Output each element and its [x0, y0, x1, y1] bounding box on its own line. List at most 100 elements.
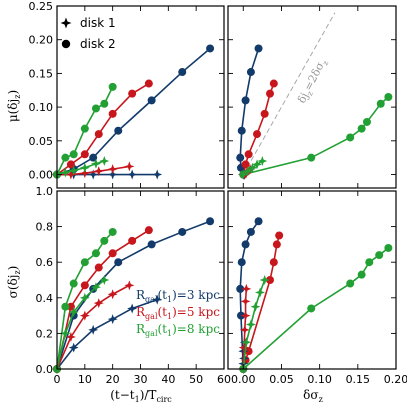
data-point-circle	[384, 93, 393, 101]
data-point-circle	[362, 117, 371, 126]
data-point-circle	[246, 68, 255, 77]
reference-line	[242, 12, 336, 175]
data-point-circle	[237, 258, 246, 267]
series-line-circle	[56, 47, 211, 176]
data-point-circle	[128, 236, 137, 245]
x-tick-label: 50	[189, 373, 203, 386]
y-tick-label: 0.15	[29, 67, 54, 80]
y-tick-label: 0.05	[29, 135, 54, 148]
x-tick-label: 0.20	[384, 373, 407, 386]
data-point-circle	[61, 302, 70, 311]
data-point-circle	[266, 276, 274, 284]
data-point-circle	[108, 109, 117, 118]
data-point-circle	[241, 160, 250, 169]
x-tick-label: 0.00	[231, 373, 256, 386]
data-point-circle	[80, 124, 89, 133]
data-point-circle	[80, 258, 89, 267]
y-axis-label-top: μ(δjz)	[6, 90, 22, 122]
data-point-circle	[128, 89, 137, 98]
x-tick-label: 10	[78, 373, 92, 386]
x-tick-label: 0.15	[346, 373, 371, 386]
data-point-star	[152, 294, 163, 305]
x-tick-label: 20	[106, 373, 120, 386]
data-point-star	[107, 169, 118, 180]
data-point-circle	[61, 153, 70, 162]
data-point-circle	[100, 236, 109, 245]
data-point-star	[252, 159, 263, 170]
data-point-star	[65, 169, 76, 180]
axes-frame	[56, 190, 225, 370]
data-point-circle	[80, 150, 89, 159]
data-point-star	[68, 307, 79, 318]
data-point-star	[93, 298, 104, 309]
data-point-star	[241, 337, 252, 348]
x-tick-label: 40	[161, 373, 175, 386]
data-point-circle	[254, 44, 263, 53]
data-point-star	[90, 282, 101, 293]
data-point-star	[99, 275, 110, 285]
data-point-circle	[91, 249, 100, 258]
series-line-star	[56, 298, 158, 370]
y-tick-label: 0.20	[29, 34, 54, 47]
data-point-star	[240, 296, 251, 307]
data-point-circle	[147, 240, 156, 249]
y-axis-label-bottom: σ(δjz)	[6, 266, 22, 299]
data-point-circle	[275, 231, 284, 240]
data-point-circle	[253, 130, 262, 139]
data-point-circle	[307, 304, 316, 313]
data-point-circle	[260, 109, 269, 118]
x-axis-label-left: (t−t1)/Tcirc	[110, 388, 172, 404]
data-point-circle	[346, 279, 355, 288]
data-point-star	[245, 319, 256, 330]
data-point-star	[255, 287, 266, 298]
data-point-circle	[375, 251, 384, 260]
legend-star-icon	[60, 17, 72, 29]
data-point-circle	[108, 82, 117, 91]
data-point-circle	[246, 227, 255, 236]
data-point-circle	[236, 284, 245, 293]
data-point-circle	[144, 79, 153, 88]
data-point-star	[79, 310, 90, 321]
data-point-circle	[346, 133, 355, 142]
data-point-circle	[66, 302, 75, 311]
series-line-star	[56, 279, 105, 370]
radius-legend-entry: Rgal(t1)=8 kpc	[136, 322, 220, 338]
data-point-circle	[108, 249, 117, 258]
radius-legend-entry: Rgal(t1)=5 kpc	[136, 305, 220, 321]
legend-label-disk1: disk 1	[80, 16, 116, 30]
axes-frame	[227, 5, 397, 189]
y-tick-label: 0.4	[36, 292, 54, 305]
series-line-star	[56, 284, 130, 370]
data-point-star	[79, 292, 90, 303]
data-point-circle	[178, 227, 187, 236]
data-point-star	[124, 161, 135, 172]
y-tick-label: 0.0	[36, 363, 54, 376]
panel-bottom-right: 0.00 0.05 0.10 0.15 0.20	[227, 190, 407, 386]
data-point-star	[250, 301, 261, 312]
panel-top-left: 0.00 0.05 0.10 0.15 0.20 0.25	[29, 0, 225, 189]
data-point-circle	[108, 227, 117, 236]
data-point-star	[107, 314, 118, 325]
data-point-circle	[269, 258, 278, 267]
x-tick-label: 60	[217, 373, 231, 386]
data-point-circle	[69, 279, 78, 288]
data-point-circle	[357, 270, 366, 279]
data-point-circle	[384, 243, 393, 252]
data-point-star	[124, 280, 135, 291]
data-point-circle	[80, 281, 89, 290]
data-point-circle	[178, 68, 187, 77]
data-point-star	[257, 156, 268, 167]
data-point-star	[127, 169, 138, 180]
data-point-star	[242, 166, 253, 177]
panel-top-right	[227, 5, 397, 189]
series-line-circle	[242, 247, 389, 370]
data-point-circle	[376, 99, 385, 108]
panels: 0.000.050.100.150.200.250 10 20 30 40 50 600.0…	[29, 0, 407, 386]
data-point-circle	[66, 160, 75, 169]
data-point-star	[65, 331, 76, 342]
x-tick-label: 0	[54, 373, 61, 386]
data-point-circle	[94, 130, 103, 139]
data-point-star	[127, 303, 138, 314]
